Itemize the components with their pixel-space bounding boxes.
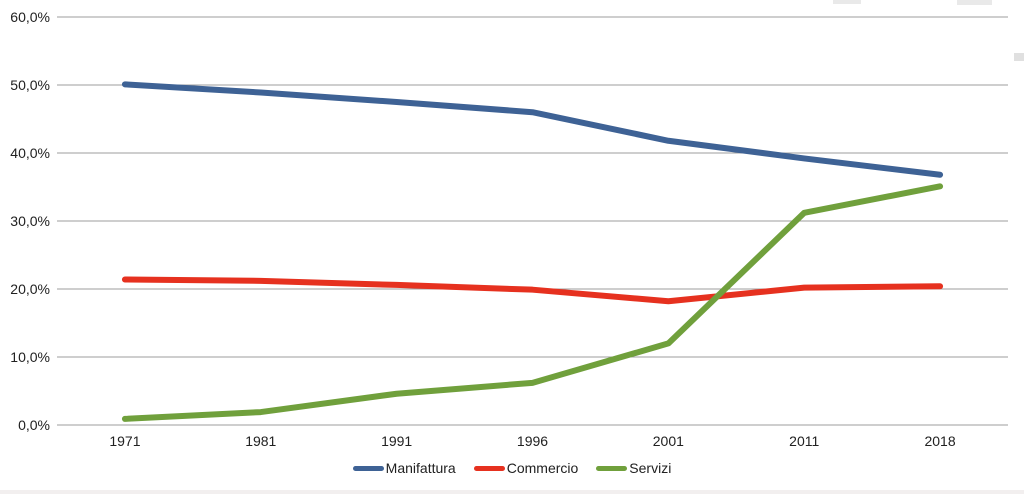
- series-line-commercio: [121, 276, 944, 305]
- legend-label: Commercio: [506, 460, 579, 476]
- screen-artifact: [833, 0, 861, 4]
- series-line-manifattura: [121, 81, 944, 178]
- legend-line-swatch: [352, 465, 384, 471]
- legend-item-commercio: Commercio: [473, 460, 579, 476]
- x-axis-label: 1991: [381, 433, 412, 449]
- y-axis-label: 60,0%: [10, 9, 50, 25]
- legend-line-swatch: [473, 465, 505, 471]
- y-axis-label: 30,0%: [10, 213, 50, 229]
- x-axis-label: 2001: [653, 433, 684, 449]
- screen-artifact: [1014, 53, 1024, 61]
- x-axis-label: 2018: [924, 433, 955, 449]
- x-axis-label: 2011: [789, 433, 819, 449]
- legend-line-swatch: [596, 465, 628, 471]
- series-line-servizi: [121, 183, 944, 422]
- line-chart: 0,0% 10,0% 20,0% 30,0% 40,0% 50,0% 60,0% 1971 19…: [10, 9, 1008, 449]
- x-axis-label: 1981: [245, 433, 276, 449]
- x-axis-label: 1971: [109, 433, 140, 449]
- chart-legend: Manifattura Commercio Servizi: [0, 461, 1024, 475]
- y-axis-label: 20,0%: [10, 281, 50, 297]
- legend-label: Servizi: [629, 460, 672, 476]
- y-axis-label: 10,0%: [10, 349, 50, 365]
- y-axis-label: 50,0%: [10, 77, 50, 93]
- x-axis-label: 1996: [517, 433, 548, 449]
- screen-artifact: [957, 0, 992, 5]
- legend-item-manifattura: Manifattura: [352, 460, 456, 476]
- y-axis-label: 0,0%: [18, 417, 50, 433]
- legend-item-servizi: Servizi: [596, 461, 671, 475]
- y-axis-label: 40,0%: [10, 145, 50, 161]
- screen-artifact: [0, 490, 1024, 494]
- legend-label: Manifattura: [385, 460, 456, 476]
